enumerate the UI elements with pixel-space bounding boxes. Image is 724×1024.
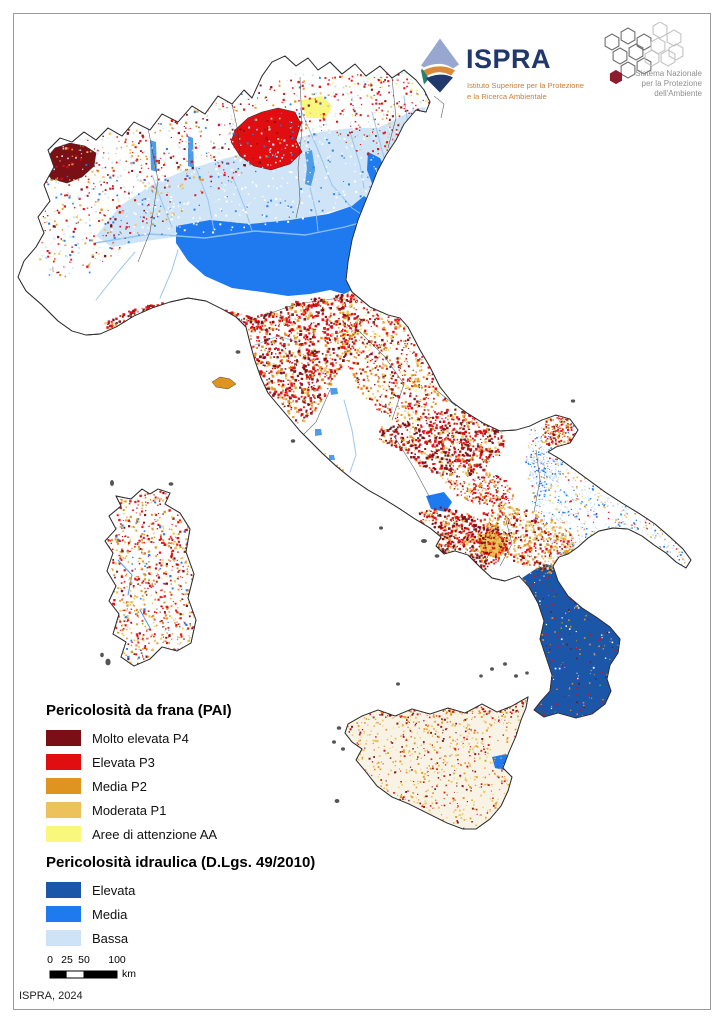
legend-hydraulic-row-0: Elevata (46, 878, 376, 902)
ispra-icon-orange-band (423, 66, 455, 77)
legend-label: Bassa (92, 930, 129, 946)
legend-label: Moderata P1 (92, 802, 167, 818)
legend-landslide-row-4: Aree di attenzione AA (46, 822, 376, 846)
legend-swatch (46, 906, 81, 922)
legend-landslide-row-0: Molto elevata P4 (46, 726, 376, 750)
coastline-overlay (17, 55, 692, 830)
attribution: ISPRA, 2024 (19, 990, 83, 1002)
legend-swatch (46, 802, 81, 818)
legend-label: Molto elevata P4 (92, 730, 189, 746)
sicily-hazard-layer (347, 697, 528, 829)
legend-swatch (46, 930, 81, 946)
snpa-text-line1: Sistema Nazionale (635, 69, 702, 78)
legend-title-landslide: Pericolosità da frana (PAI) (46, 702, 232, 719)
legend-landslide-rows: Molto elevata P4 Elevata P3 Media P2 Modera… (46, 726, 376, 846)
ispra-icon-teal-wedge (421, 68, 429, 85)
snpa-text-line2: per la Protezione (641, 79, 702, 88)
scale-bar: 0 25 50 100 km (46, 954, 186, 986)
legend-swatch (46, 826, 81, 842)
ispra-subtitle-line1: Istituto Superiore per la Protezione (467, 81, 584, 90)
legend-label: Aree di attenzione AA (92, 826, 218, 842)
legend-swatch (46, 754, 81, 770)
ispra-logo-subtitle: Istituto Superiore per la Protezione e l… (467, 80, 584, 102)
legend-hydraulic-row-2: Bassa (46, 926, 376, 950)
scale-tick-0: 0 (47, 954, 53, 966)
legend-label: Media (92, 906, 128, 922)
scale-tick-100: 100 (108, 954, 126, 966)
legend-landslide-row-2: Media P2 (46, 774, 376, 798)
legend-landslide-row-3: Moderata P1 (46, 798, 376, 822)
snpa-logo-icon (604, 22, 684, 85)
legend-swatch (46, 882, 81, 898)
ispra-logo-icon (421, 38, 459, 93)
legend-landslide-row-1: Elevata P3 (46, 750, 376, 774)
legend-swatch (46, 730, 81, 746)
legend-hydraulic-rows: Elevata Media Bassa (46, 878, 376, 950)
scale-tick-50: 50 (78, 954, 90, 966)
legend-swatch (46, 778, 81, 794)
ispra-subtitle-line2: e la Ricerca Ambientale (467, 92, 547, 101)
snpa-logo-text: Sistema Nazionale per la Protezione dell… (560, 69, 702, 99)
map-legend: Pericolosità da frana (PAI) Molto elevat… (46, 702, 376, 950)
legend-label: Elevata (92, 882, 136, 898)
ispra-icon-lightblue-face (421, 38, 459, 69)
ispra-icon-navy-face (426, 74, 453, 93)
map-neatline (13, 13, 711, 1010)
snpa-text-line3: dell'Ambiente (654, 89, 702, 98)
legend-title-hydraulic: Pericolosità idraulica (D.Lgs. 49/2010) (46, 854, 316, 871)
legend-label: Media P2 (92, 778, 147, 794)
scale-bar-graphic (49, 970, 118, 979)
sicily-clip-group (347, 697, 528, 829)
scale-bar-unit: km (122, 968, 136, 980)
legend-label: Elevata P3 (92, 754, 155, 770)
ispra-logo-acronym: ISPRA (466, 44, 552, 74)
scale-tick-25: 25 (61, 954, 73, 966)
legend-hydraulic-row-1: Media (46, 902, 376, 926)
